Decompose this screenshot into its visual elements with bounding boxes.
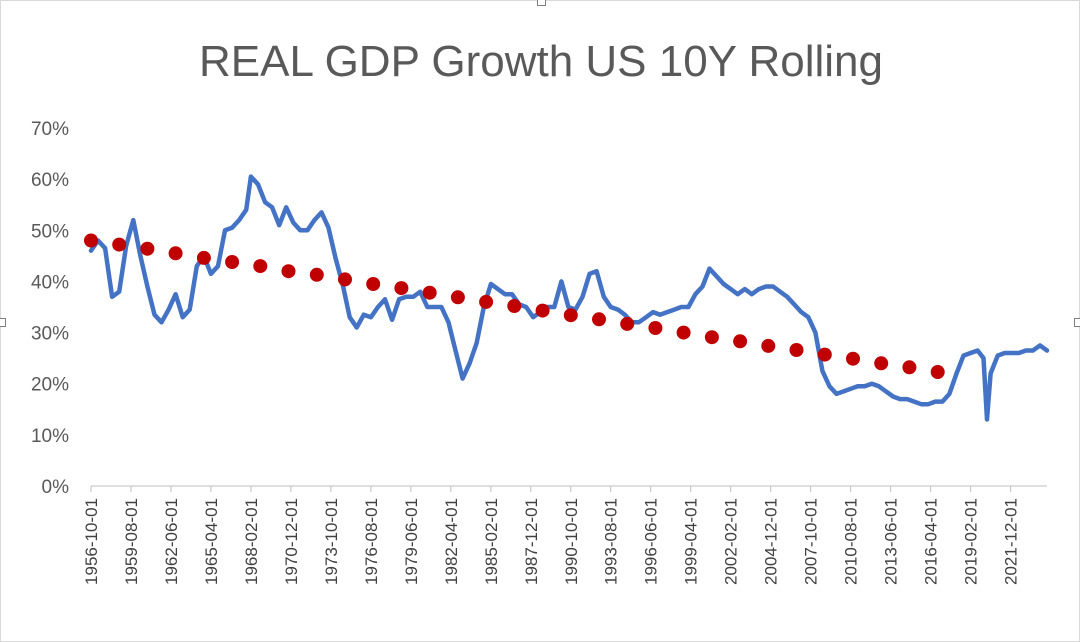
y-tick-label: 10% <box>31 426 69 447</box>
y-tick-label: 50% <box>31 221 69 242</box>
x-tick-label: 2004-12-01 <box>762 498 781 585</box>
x-tick-label: 1979-06-01 <box>402 498 421 585</box>
trend-point <box>733 334 748 349</box>
trend-point <box>84 233 98 248</box>
trend-point <box>422 285 437 300</box>
trend-point <box>846 351 860 366</box>
y-tick-label: 60% <box>31 170 69 191</box>
y-tick-label: 40% <box>31 272 69 293</box>
x-tick-label: 1976-08-01 <box>362 498 381 585</box>
trend-point <box>338 272 352 287</box>
trend-point <box>902 360 917 375</box>
y-axis: 0% 10% 20% 30% 40% 50% 60% 70% <box>31 119 69 498</box>
x-axis: 1956-10-01 1959-08-01 1962-06-01 1965-04-01… <box>82 485 1047 585</box>
trend-point <box>394 281 409 296</box>
series-line <box>88 174 1050 422</box>
trend-point <box>168 246 183 261</box>
x-tick-label: 1999-04-01 <box>682 498 701 585</box>
trend-point <box>563 308 578 323</box>
trend-point <box>140 241 155 256</box>
trend-point <box>676 325 691 340</box>
resize-handle-right[interactable] <box>1074 318 1080 327</box>
x-tick-label: 1965-04-01 <box>202 498 221 585</box>
resize-handle-left[interactable] <box>0 318 6 327</box>
x-tick-label: 1956-10-01 <box>82 498 101 585</box>
y-tick-label: 30% <box>31 324 69 345</box>
x-tick-label: 1987-12-01 <box>522 498 541 585</box>
trend-point <box>874 356 889 371</box>
x-tick-label: 1970-12-01 <box>282 498 301 585</box>
x-tick-label: 2007-10-01 <box>802 498 821 585</box>
x-tick-label: 2013-06-01 <box>882 498 901 585</box>
x-tick-label: 1962-06-01 <box>162 498 181 585</box>
chart-title: REAL GDP Growth US 10Y Rolling <box>199 37 883 86</box>
y-tick-label: 0% <box>42 477 70 498</box>
trend-point <box>366 277 381 291</box>
x-tick-label: 1993-08-01 <box>602 498 621 585</box>
trend-point <box>817 347 832 362</box>
x-tick-label: 1985-02-01 <box>482 498 501 585</box>
x-tick-label: 2021-12-01 <box>1002 498 1021 585</box>
trend-point <box>620 316 635 331</box>
x-tick-label: 2019-02-01 <box>962 498 981 585</box>
plot-area <box>84 174 1050 422</box>
y-tick-label: 20% <box>31 375 69 396</box>
trend-point <box>761 338 776 353</box>
x-tick-label: 2010-08-01 <box>842 498 861 585</box>
x-tick-label: 2002-02-01 <box>722 498 741 585</box>
trend-point <box>112 237 127 252</box>
trend-point <box>196 250 211 265</box>
trend-point <box>479 294 494 309</box>
y-tick-label: 70% <box>31 119 69 140</box>
trend-point <box>789 343 804 357</box>
x-tick-label: 1959-08-01 <box>122 498 141 585</box>
trend-point <box>450 290 465 305</box>
trend-point <box>309 267 324 282</box>
trend-point <box>704 330 719 345</box>
resize-handle-top[interactable] <box>537 0 546 6</box>
x-tick-label: 1973-10-01 <box>322 498 341 585</box>
x-tick-label: 1996-06-01 <box>642 498 661 585</box>
x-tick-label: 1982-04-01 <box>442 498 461 585</box>
trend-point <box>225 255 240 269</box>
trend-point <box>507 299 522 313</box>
trend-point <box>648 321 663 335</box>
trend-point <box>592 312 606 327</box>
trend-point <box>281 264 296 279</box>
trend-point <box>253 259 268 274</box>
trend-point <box>535 303 550 318</box>
x-tick-label: 1990-10-01 <box>562 498 581 585</box>
x-tick-label: 1968-02-01 <box>242 498 261 585</box>
trend-point <box>930 365 945 379</box>
x-tick-label: 2016-04-01 <box>922 498 941 585</box>
